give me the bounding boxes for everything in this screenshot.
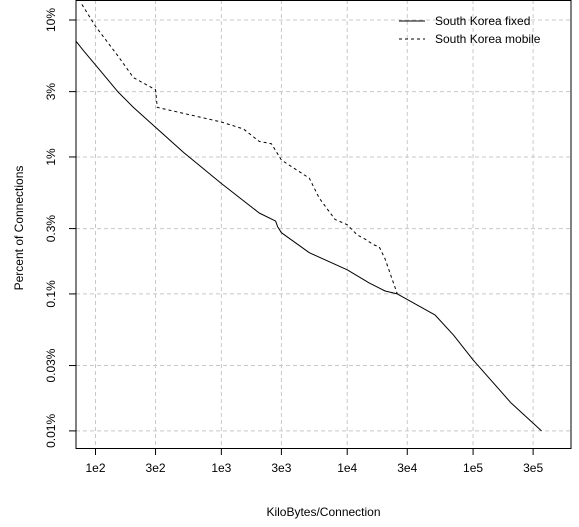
y-tick-label: 10%: [44, 8, 58, 32]
y-axis-label: Percent of Connections: [12, 166, 26, 291]
x-tick-label: 1e2: [85, 461, 105, 475]
legend-label: South Korea fixed: [435, 14, 530, 28]
y-tick-label: 0.3%: [44, 215, 58, 243]
x-tick-label: 3e3: [271, 461, 291, 475]
legend-label: South Korea mobile: [435, 32, 541, 46]
series-layer: [76, 4, 542, 432]
grid: [76, 0, 571, 448]
legend: South Korea fixed South Korea mobile: [399, 14, 541, 46]
x-tick-label: 1e5: [463, 461, 483, 475]
x-tick-label: 1e3: [211, 461, 231, 475]
x-tick-label: 1e4: [337, 461, 357, 475]
y-tick-label: 0.1%: [44, 280, 58, 308]
x-tick-label: 3e5: [523, 461, 543, 475]
series-line-fixed: [76, 40, 542, 432]
plot-frame: [75, 0, 572, 449]
series-line-mobile: [81, 4, 398, 295]
y-tick-label: 0.01%: [44, 414, 58, 448]
x-tick-label: 3e4: [397, 461, 417, 475]
y-tick-label: 0.03%: [44, 348, 58, 382]
x-tick-label: 3e2: [146, 461, 166, 475]
y-tick-label: 3%: [44, 83, 58, 101]
x-axis-label: KiloBytes/Connection: [266, 505, 380, 519]
y-tick-label: 1%: [44, 148, 58, 166]
axes: 1e2 3e2 1e3 3e3 1e4 3e4 1e5 3e5 0.01% 0.03% 0.1% 0.…: [44, 8, 543, 475]
